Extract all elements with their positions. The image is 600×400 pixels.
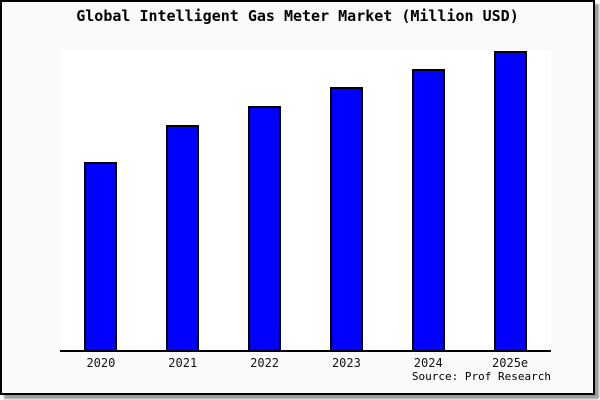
x-tick-label-2020: 2020 xyxy=(86,356,116,370)
bar-2023 xyxy=(329,87,363,350)
bar-2021 xyxy=(166,125,200,350)
figure-card: Global Intelligent Gas Meter Market (Mil… xyxy=(0,0,595,395)
x-tick-label-2025e: 2025e xyxy=(492,356,529,370)
x-tick-label-2024: 2024 xyxy=(413,356,443,370)
bar-2025e xyxy=(493,51,527,350)
x-axis-labels: 2020 2021 2022 2023 2024 2025e xyxy=(60,356,551,371)
plot-area xyxy=(60,50,551,352)
bar-2024 xyxy=(411,69,445,350)
x-tick-label-2023: 2023 xyxy=(331,356,361,370)
bar-2022 xyxy=(248,106,282,350)
x-tick-label-2022: 2022 xyxy=(250,356,280,370)
chart-title: Global Intelligent Gas Meter Market (Mil… xyxy=(76,7,519,25)
bar-2020 xyxy=(84,162,118,350)
source-text: Source: Prof Research xyxy=(411,370,551,383)
x-tick-label-2021: 2021 xyxy=(168,356,198,370)
